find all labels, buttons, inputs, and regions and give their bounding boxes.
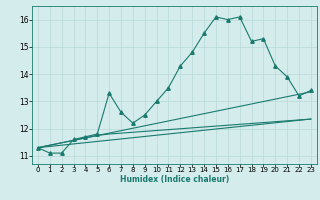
X-axis label: Humidex (Indice chaleur): Humidex (Indice chaleur) (120, 175, 229, 184)
